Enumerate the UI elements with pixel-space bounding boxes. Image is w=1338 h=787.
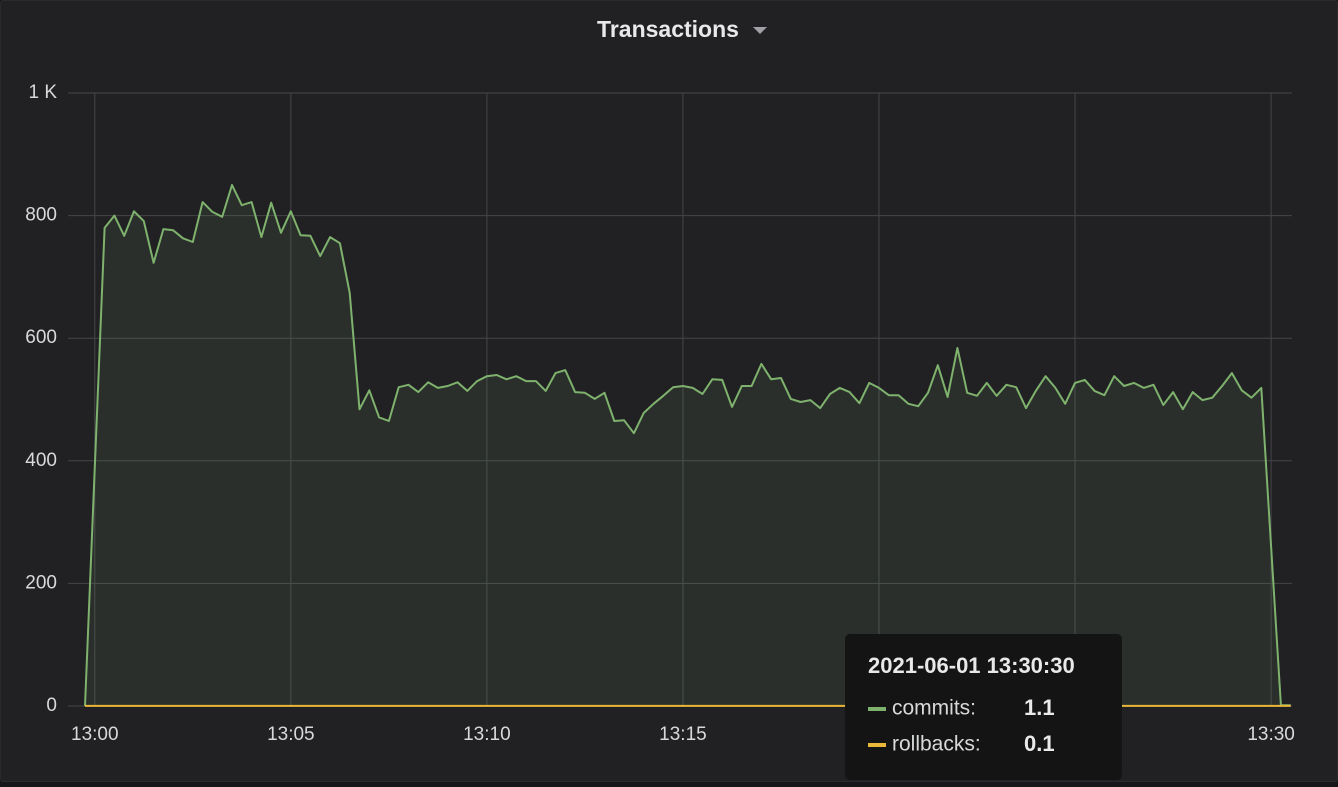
y-tick-label: 1 K: [28, 82, 57, 103]
tooltip-label: rollbacks:: [892, 733, 981, 756]
tooltip-value: 0.1: [1024, 731, 1055, 756]
title-menu-caret[interactable]: [753, 27, 767, 34]
x-tick-label: 13:30: [1247, 724, 1295, 745]
y-tick-label: 800: [25, 205, 57, 226]
y-tick-label: 600: [25, 327, 57, 348]
y-tick-label: 400: [25, 450, 57, 471]
tooltip-label: commits:: [892, 697, 976, 720]
series-area: [85, 185, 1291, 706]
x-tick-label: 13:05: [267, 724, 315, 745]
x-tick-label: 13:00: [71, 724, 119, 745]
chart-title[interactable]: Transactions: [597, 16, 739, 42]
tooltip: 2021-06-01 13:30:30 commits: 1.1 rollbacks…: [845, 634, 1122, 780]
tooltip-value: 1.1: [1024, 695, 1055, 720]
x-tick-label: 13:10: [463, 724, 511, 745]
series-line: [84, 184, 1291, 707]
y-tick-label: 200: [25, 572, 57, 593]
y-tick-label: 0: [46, 695, 57, 716]
tooltip-background: [845, 634, 1122, 780]
tooltip-title: 2021-06-01 13:30:30: [868, 653, 1075, 678]
x-tick-label: 13:15: [659, 724, 707, 745]
